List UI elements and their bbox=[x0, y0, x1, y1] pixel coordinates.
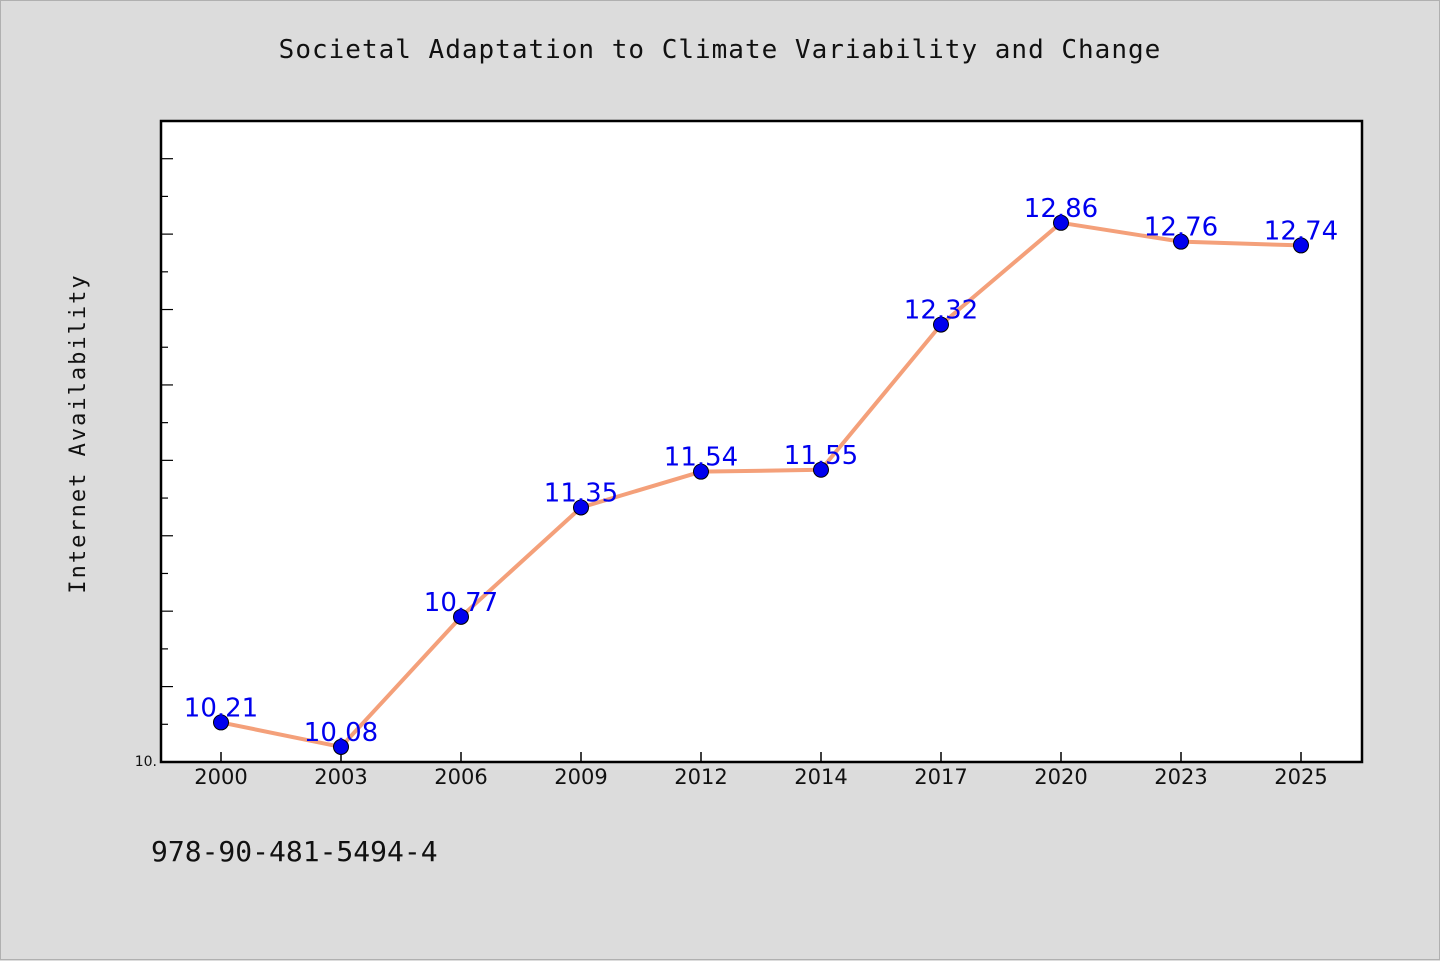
data-point bbox=[933, 316, 949, 333]
data-label: 10.77 bbox=[424, 588, 498, 618]
x-tick-label: 2000 bbox=[194, 765, 247, 789]
data-label: 11.35 bbox=[544, 478, 618, 508]
data-point bbox=[693, 463, 709, 480]
data-labels: 10.21 10.08 10.77 11.35 11.54 11.55 12.32 12.86… bbox=[184, 194, 1338, 748]
data-label: 11.55 bbox=[784, 441, 858, 471]
x-tick-label: 2025 bbox=[1274, 765, 1327, 789]
plot-area bbox=[161, 121, 1362, 762]
x-tick-label: 2012 bbox=[674, 765, 727, 789]
y-tick-label: 10. bbox=[135, 754, 157, 770]
data-point bbox=[1293, 237, 1309, 254]
footer-note: 978-90-481-5494-4 bbox=[151, 835, 438, 868]
data-label: 12.86 bbox=[1024, 194, 1098, 224]
x-tick-label: 2009 bbox=[554, 765, 607, 789]
chart-title: Societal Adaptation to Climate Variabili… bbox=[278, 35, 1162, 65]
y-axis-label: Internet Availability bbox=[66, 273, 91, 593]
data-label: 10.08 bbox=[304, 718, 378, 748]
y-axis: 10. bbox=[135, 754, 157, 770]
x-axis: 2000 2003 2006 2009 2012 2014 2017 2020 2023 2025 bbox=[194, 752, 1328, 789]
data-label: 12.74 bbox=[1264, 216, 1338, 246]
x-tick-label: 2003 bbox=[314, 765, 367, 789]
data-point bbox=[813, 461, 829, 478]
x-tick-label: 2017 bbox=[914, 765, 967, 789]
plot-frame bbox=[159, 119, 1364, 764]
data-point bbox=[1053, 214, 1069, 231]
x-tick-label: 2023 bbox=[1154, 765, 1207, 789]
series-line bbox=[220, 220, 1302, 749]
x-tick-label: 2020 bbox=[1034, 765, 1087, 789]
x-tick-label: 2014 bbox=[794, 765, 847, 789]
data-label: 10.21 bbox=[184, 693, 258, 723]
data-label: 12.32 bbox=[904, 296, 978, 326]
x-tick-label: 2006 bbox=[434, 765, 487, 789]
data-point bbox=[1173, 233, 1189, 250]
data-label: 12.76 bbox=[1144, 213, 1218, 243]
series-markers bbox=[213, 214, 1309, 755]
data-label: 11.54 bbox=[664, 443, 738, 473]
data-point bbox=[333, 738, 349, 755]
data-point bbox=[213, 714, 229, 731]
data-point bbox=[573, 499, 589, 516]
data-point bbox=[453, 608, 469, 625]
